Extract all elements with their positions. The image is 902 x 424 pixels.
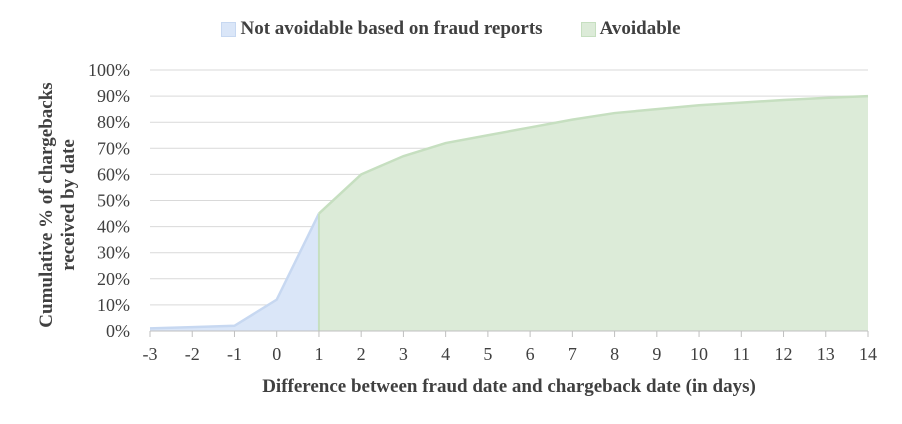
line-not-avoidable [149, 212, 321, 330]
x-axis-title: Difference between fraud date and charge… [262, 376, 756, 397]
x-tick-label: 10 [690, 344, 708, 364]
y-tick-label: 80% [97, 112, 130, 132]
y-tick-label: 0% [106, 321, 130, 341]
y-tick-label: 10% [97, 295, 130, 315]
x-tick-label: 5 [483, 344, 492, 364]
chart-areas [149, 94, 869, 331]
legend-swatch-avoidable [580, 21, 596, 37]
chart-legend: Not avoidable based on fraud reports Avo… [0, 18, 902, 40]
y-tick-label: 100% [88, 60, 130, 80]
legend-label-not-avoidable: Not avoidable based on fraud reports [240, 18, 543, 39]
x-tick-label: 11 [733, 344, 750, 364]
x-tick-label: 0 [272, 344, 281, 364]
y-tick-labels: 0% 10% 20% 30% 40% 50% 60% 70% 80% 90% 100% [88, 60, 130, 341]
legend-swatch-not-avoidable [221, 21, 237, 37]
y-tick-label: 20% [97, 269, 130, 289]
x-tick-label: 13 [817, 344, 835, 364]
x-tick-label: 12 [775, 344, 793, 364]
x-tick-label: -1 [227, 344, 242, 364]
y-tick-label: 60% [97, 164, 130, 184]
area-not-avoidable [150, 213, 319, 331]
x-tick-label: 8 [610, 344, 619, 364]
y-tick-label: 50% [97, 191, 130, 211]
x-axis [149, 330, 869, 337]
x-tick-label: 1 [314, 344, 323, 364]
x-tick-labels: -3 -2 -1 0 1 2 3 4 5 6 7 8 9 10 11 12 13 14 [143, 344, 878, 364]
line-avoidable [318, 94, 869, 215]
x-tick-label: 4 [441, 344, 450, 364]
legend-item-avoidable: Avoidable [580, 18, 681, 40]
legend-label-avoidable: Avoidable [599, 18, 681, 39]
x-tick-label: 3 [399, 344, 408, 364]
x-tick-label: -3 [143, 344, 158, 364]
x-tick-label: 9 [652, 344, 661, 364]
legend-item-not-avoidable: Not avoidable based on fraud reports [221, 18, 543, 40]
y-tick-label: 30% [97, 243, 130, 263]
y-tick-label: 70% [97, 138, 130, 158]
x-tick-label: 2 [357, 344, 366, 364]
area-avoidable [318, 96, 868, 331]
y-tick-label: 90% [97, 86, 130, 106]
x-tick-label: 14 [859, 344, 877, 364]
x-tick-label: 6 [526, 344, 535, 364]
y-tick-label: 40% [97, 217, 130, 237]
x-tick-label: -2 [185, 344, 200, 364]
x-tick-label: 7 [568, 344, 577, 364]
